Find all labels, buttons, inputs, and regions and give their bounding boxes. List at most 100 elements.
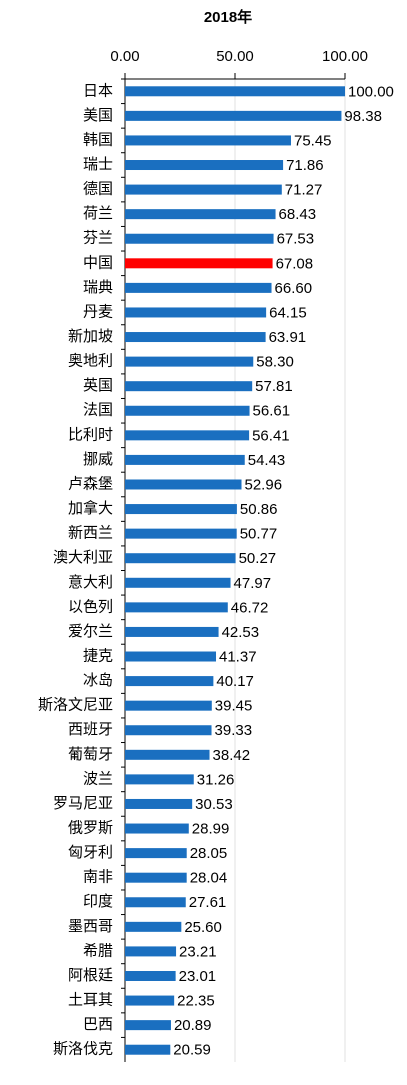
value-label: 67.08 — [276, 255, 314, 272]
y-tick-label: 奥地利 — [68, 353, 113, 370]
x-tick-label: 50.00 — [216, 48, 254, 65]
y-tick-label: 土耳其 — [68, 992, 113, 1009]
bar — [125, 676, 214, 687]
bar — [125, 528, 237, 539]
value-label: 25.60 — [184, 919, 222, 936]
bar — [125, 209, 276, 220]
bar — [125, 504, 237, 515]
y-tick-label: 以色列 — [68, 598, 113, 615]
value-label: 40.17 — [216, 673, 254, 690]
y-tick-label: 捷克 — [83, 647, 113, 664]
bar — [125, 160, 284, 171]
value-label: 57.81 — [255, 378, 293, 395]
y-tick-label: 冰岛 — [83, 672, 113, 689]
value-label: 28.04 — [190, 870, 228, 887]
y-tick-label: 南非 — [83, 869, 113, 886]
bar — [125, 995, 175, 1006]
bar — [125, 1044, 171, 1055]
y-tick-label: 荷兰 — [83, 205, 113, 222]
y-tick-label: 意大利 — [68, 573, 113, 591]
y-tick-label: 新西兰 — [68, 525, 113, 542]
bar — [125, 872, 187, 883]
y-tick-label: 新加坡 — [68, 328, 113, 345]
y-tick-label: 澳大利亚 — [53, 549, 113, 566]
bar — [125, 356, 254, 367]
value-label: 38.42 — [213, 747, 251, 764]
value-label: 67.53 — [277, 231, 315, 248]
bar — [125, 774, 194, 785]
value-label: 23.01 — [179, 968, 217, 985]
bar — [125, 479, 242, 490]
value-label: 47.97 — [234, 575, 272, 592]
value-label: 42.53 — [222, 624, 260, 641]
y-tick-label: 瑞典 — [83, 279, 113, 296]
y-tick-label: 法国 — [83, 402, 113, 419]
bar — [125, 307, 267, 318]
y-tick-label: 芬兰 — [83, 230, 113, 247]
value-label: 50.77 — [240, 526, 278, 543]
value-label: 64.15 — [269, 304, 307, 321]
bar — [125, 258, 273, 269]
value-label: 39.45 — [215, 698, 253, 715]
value-label: 71.27 — [285, 182, 323, 199]
x-tick-label: 0.00 — [110, 48, 139, 65]
value-label: 50.27 — [239, 550, 277, 567]
value-label: 30.53 — [195, 796, 233, 813]
bar — [125, 897, 186, 908]
bar — [125, 184, 282, 195]
y-tick-label: 斯洛文尼亚 — [38, 697, 113, 714]
value-label: 54.43 — [248, 452, 286, 469]
y-tick-label: 墨西哥 — [68, 918, 113, 935]
value-label: 75.45 — [294, 132, 332, 149]
y-tick-label: 波兰 — [83, 770, 113, 787]
y-tick-label: 巴西 — [83, 1016, 113, 1033]
bar — [125, 970, 176, 981]
y-tick-label: 阿根廷 — [68, 967, 113, 984]
y-tick-label: 中国 — [83, 254, 113, 271]
bar — [125, 798, 193, 809]
y-tick-label: 卢森堡 — [68, 475, 113, 492]
y-tick-label: 罗马尼亚 — [53, 795, 113, 812]
bar — [125, 1020, 171, 1031]
y-tick-label: 英国 — [83, 376, 113, 394]
y-tick-label: 爱尔兰 — [68, 623, 113, 640]
y-tick-label: 德国 — [83, 180, 113, 198]
bar — [125, 282, 272, 293]
value-label: 39.33 — [215, 722, 253, 739]
bar — [125, 626, 219, 637]
bar — [125, 577, 231, 588]
value-label: 31.26 — [197, 771, 235, 788]
value-label: 98.38 — [344, 108, 382, 125]
bar — [125, 946, 177, 957]
y-tick-label: 加拿大 — [68, 499, 113, 517]
y-tick-label: 瑞士 — [83, 156, 113, 173]
y-tick-label: 葡萄牙 — [68, 746, 113, 763]
value-label: 23.21 — [179, 943, 217, 960]
bar — [125, 233, 274, 244]
value-label: 58.30 — [256, 354, 294, 371]
value-label: 50.86 — [240, 501, 278, 518]
bar — [125, 749, 210, 760]
y-tick-label: 挪威 — [83, 451, 113, 468]
bar — [125, 725, 212, 736]
chart-title: 2018年 — [204, 8, 252, 26]
value-label: 46.72 — [231, 599, 269, 616]
bar — [125, 135, 291, 146]
y-tick-label: 比利时 — [68, 426, 113, 443]
value-label: 68.43 — [279, 206, 317, 223]
y-tick-label: 西班牙 — [68, 721, 113, 738]
value-label: 28.99 — [192, 821, 230, 838]
value-label: 71.86 — [286, 157, 324, 174]
bar — [125, 86, 345, 97]
value-label: 56.41 — [252, 427, 290, 444]
bar — [125, 454, 245, 465]
y-tick-label: 印度 — [83, 893, 113, 910]
bar — [125, 921, 182, 932]
value-label: 22.35 — [177, 993, 215, 1010]
bar — [125, 700, 212, 711]
y-tick-label: 美国 — [83, 107, 113, 124]
bar — [125, 405, 250, 416]
y-tick-label: 斯洛伐克 — [53, 1041, 113, 1058]
bar — [125, 651, 217, 662]
value-label: 41.37 — [219, 648, 257, 665]
